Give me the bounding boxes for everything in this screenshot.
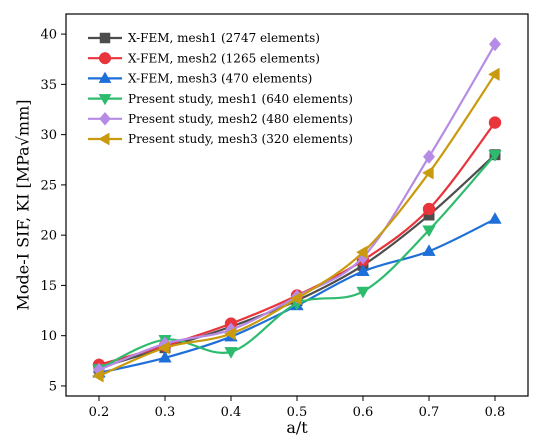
data-point xyxy=(356,264,370,277)
series-1 xyxy=(93,149,501,374)
y-tick-label: 5 xyxy=(49,379,57,394)
legend: X-FEM, mesh1 (2747 elements) X-FEM, mesh2… xyxy=(88,31,353,146)
x-tick-label: 0.2 xyxy=(89,405,110,420)
y-tick-label: 15 xyxy=(40,279,57,294)
x-tick-label: 0.4 xyxy=(221,405,242,420)
series-line xyxy=(98,154,496,370)
x-axis-title: a/t xyxy=(286,418,308,437)
legend-label: Present study, mesh3 (320 elements) xyxy=(128,132,353,146)
data-point xyxy=(157,341,170,355)
legend-marker xyxy=(98,132,110,146)
data-point xyxy=(422,225,436,238)
series-group xyxy=(91,37,502,383)
series-4 xyxy=(92,150,502,376)
legend-label: Present study, mesh1 (640 elements) xyxy=(128,92,353,106)
legend-item: X-FEM, mesh3 (470 elements) xyxy=(88,72,312,86)
series-2 xyxy=(92,116,502,372)
x-tick-label: 0.7 xyxy=(419,405,440,420)
data-point xyxy=(224,347,238,359)
y-tick-label: 25 xyxy=(40,178,57,193)
legend-item: Present study, mesh1 (640 elements) xyxy=(88,92,353,106)
y-tick-label: 40 xyxy=(40,28,57,43)
data-point xyxy=(223,327,236,341)
data-point xyxy=(422,244,436,256)
legend-item: Present study, mesh2 (480 elements) xyxy=(88,111,353,126)
legend-label: X-FEM, mesh3 (470 elements) xyxy=(128,72,312,86)
axes: 0.2 0.3 0.4 0.5 0.6 0.7 0.8 5 10 15 20 25 30 35 40 xyxy=(40,13,529,420)
x-tick-label: 0.5 xyxy=(287,405,308,420)
legend-marker xyxy=(98,52,112,65)
data-point xyxy=(488,116,502,129)
x-tick-label: 0.3 xyxy=(155,405,176,420)
data-point xyxy=(487,67,500,81)
legend-marker xyxy=(99,32,111,44)
legend-item: Present study, mesh3 (320 elements) xyxy=(88,132,353,146)
legend-item: X-FEM, mesh1 (2747 elements) xyxy=(88,31,320,45)
series-line xyxy=(98,121,496,366)
y-tick-label: 30 xyxy=(40,128,57,143)
data-point xyxy=(158,350,172,363)
data-point xyxy=(422,202,436,216)
data-point xyxy=(355,245,368,259)
data-point xyxy=(356,286,370,299)
data-point xyxy=(289,291,302,306)
series-line xyxy=(98,153,496,369)
series-6 xyxy=(91,67,500,383)
x-tick-label: 0.8 xyxy=(485,405,506,420)
data-point xyxy=(488,212,502,224)
legend-label: X-FEM, mesh1 (2747 elements) xyxy=(128,31,320,45)
legend-label: Present study, mesh2 (480 elements) xyxy=(128,112,353,126)
data-point xyxy=(421,166,434,180)
data-point xyxy=(488,150,502,162)
legend-marker xyxy=(99,111,111,126)
y-tick-label: 20 xyxy=(40,229,57,244)
x-tick-label: 0.6 xyxy=(353,405,374,420)
y-axis-title: Mode-I SIF, KI [MPa√mm] xyxy=(14,100,33,311)
legend-marker xyxy=(98,71,112,83)
data-point xyxy=(488,37,502,52)
legend-item: X-FEM, mesh2 (1265 elements) xyxy=(88,51,320,65)
legend-marker xyxy=(98,94,112,106)
legend-label: X-FEM, mesh2 (1265 elements) xyxy=(128,51,320,65)
y-tick-label: 10 xyxy=(40,329,57,344)
data-point xyxy=(422,149,436,164)
data-point xyxy=(91,369,104,383)
y-tick-label: 35 xyxy=(40,78,57,93)
